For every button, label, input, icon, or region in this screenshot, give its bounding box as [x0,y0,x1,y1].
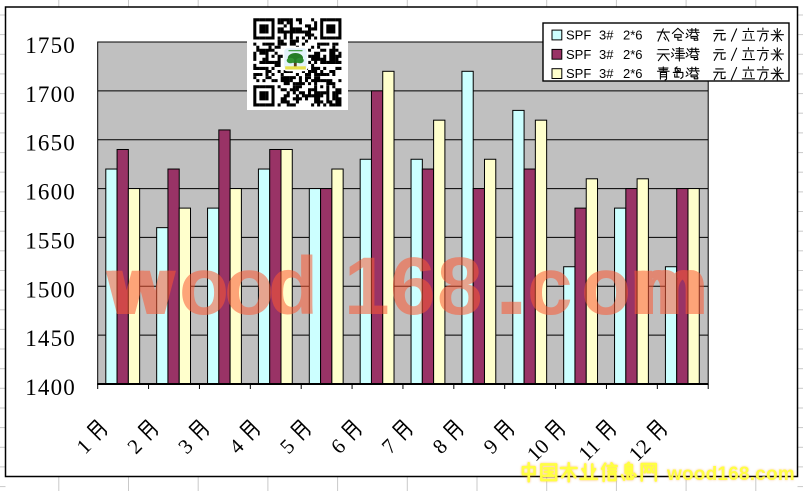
svg-text:1700: 1700 [25,82,76,107]
svg-text:1550: 1550 [25,228,76,253]
svg-text:wood168.com: wood168.com [666,464,795,485]
svg-text:1400: 1400 [25,375,76,400]
svg-text:3#: 3# [599,47,614,62]
svg-text:wood168.com: wood168.com [666,464,795,485]
svg-text:3#: 3# [599,28,614,43]
svg-text:SPF: SPF [566,28,591,43]
svg-text:1450: 1450 [25,326,76,351]
svg-text:3#: 3# [599,66,614,81]
svg-text:1750: 1750 [25,33,76,58]
svg-text:1500: 1500 [25,277,76,302]
svg-text:SPF: SPF [566,66,591,81]
svg-text:2*6: 2*6 [623,66,643,81]
svg-text:wood168.com: wood168.com [105,241,702,332]
svg-text:2*6: 2*6 [623,28,643,43]
svg-text:m: m [636,241,709,332]
svg-text:1650: 1650 [25,131,76,156]
svg-text:2*6: 2*6 [623,47,643,62]
svg-text:w: w [111,241,176,332]
svg-text:SPF: SPF [566,47,591,62]
svg-text:.: . [504,241,527,332]
svg-text:1600: 1600 [25,180,76,205]
